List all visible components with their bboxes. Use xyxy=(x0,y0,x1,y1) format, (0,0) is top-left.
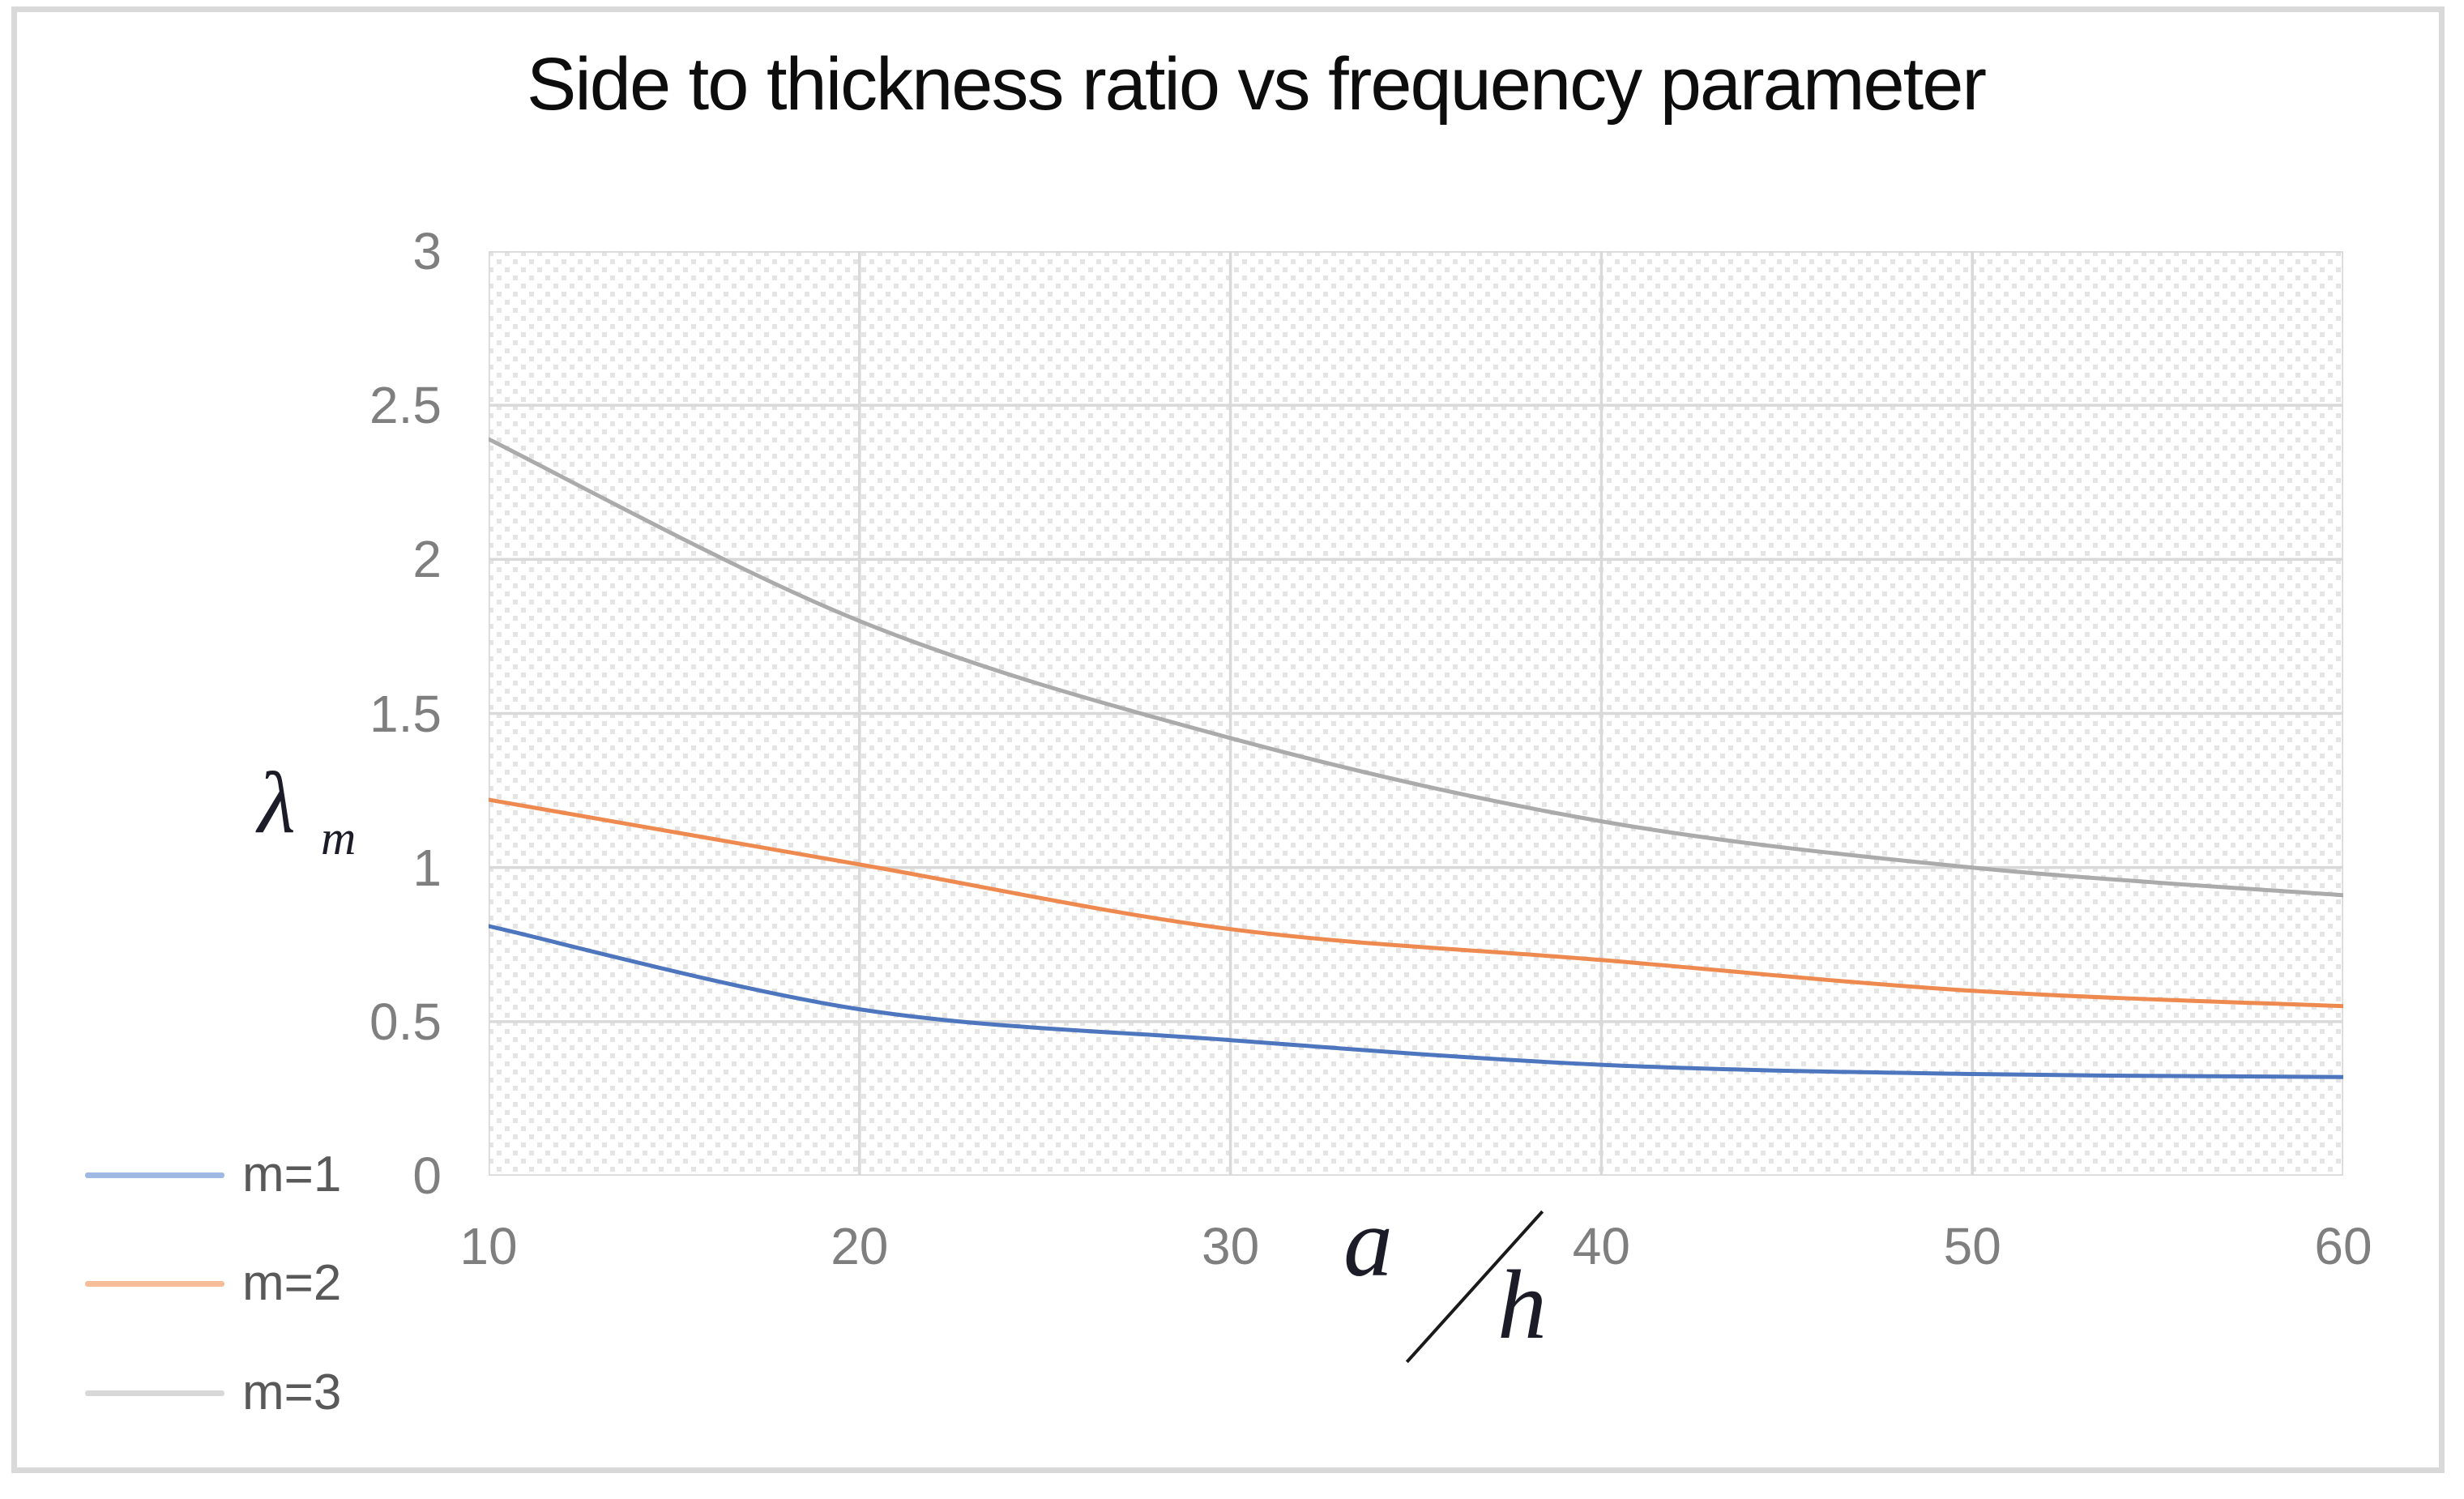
x-tick-50: 50 xyxy=(1943,1217,2001,1275)
legend-line-swatch-m2 xyxy=(85,1280,224,1287)
y-tick-0: 0 xyxy=(412,1147,442,1205)
series-line-m1[interactable] xyxy=(489,924,2343,1079)
y-tick-1.5: 1.5 xyxy=(369,684,442,743)
x-tick-40: 40 xyxy=(1572,1217,1630,1275)
legend-label-m2: m=2 xyxy=(242,1255,342,1311)
series-line-m3[interactable] xyxy=(489,437,2343,898)
plot-area xyxy=(489,251,2343,1176)
y-tick-2.5: 2.5 xyxy=(369,376,442,435)
y-tick-0.5: 0.5 xyxy=(369,992,442,1051)
x-tick-20: 20 xyxy=(831,1217,889,1275)
legend-line-swatch-m3 xyxy=(85,1390,224,1396)
lambda-subscript: m xyxy=(321,811,357,865)
x-tick-30: 30 xyxy=(1202,1217,1260,1275)
legend-label-m1: m=1 xyxy=(242,1147,342,1202)
x-tick-10: 10 xyxy=(459,1217,518,1275)
y-tick-1: 1 xyxy=(412,838,442,897)
y-axis-title: λ m xyxy=(258,760,436,890)
line-chart-canvas xyxy=(489,251,2343,1176)
x-tick-60: 60 xyxy=(2314,1217,2372,1275)
legend-label-m3: m=3 xyxy=(242,1364,342,1420)
x-axis-title-denominator: h xyxy=(1497,1250,1547,1360)
y-tick-2: 2 xyxy=(412,530,442,589)
lambda-symbol: λ xyxy=(258,755,296,852)
x-axis-title: a h xyxy=(1321,1171,1645,1414)
chart-title: Side to thickness ratio vs frequency par… xyxy=(526,43,1987,126)
legend-item-m2[interactable]: m=2 xyxy=(85,1251,341,1316)
y-tick-3: 3 xyxy=(412,222,442,280)
legend-item-m3[interactable]: m=3 xyxy=(85,1360,341,1425)
x-axis-title-numerator: a xyxy=(1343,1188,1393,1297)
legend-item-m1[interactable]: m=1 xyxy=(85,1142,341,1207)
legend-line-swatch-m1 xyxy=(85,1172,224,1178)
series-line-m2[interactable] xyxy=(489,797,2343,1009)
